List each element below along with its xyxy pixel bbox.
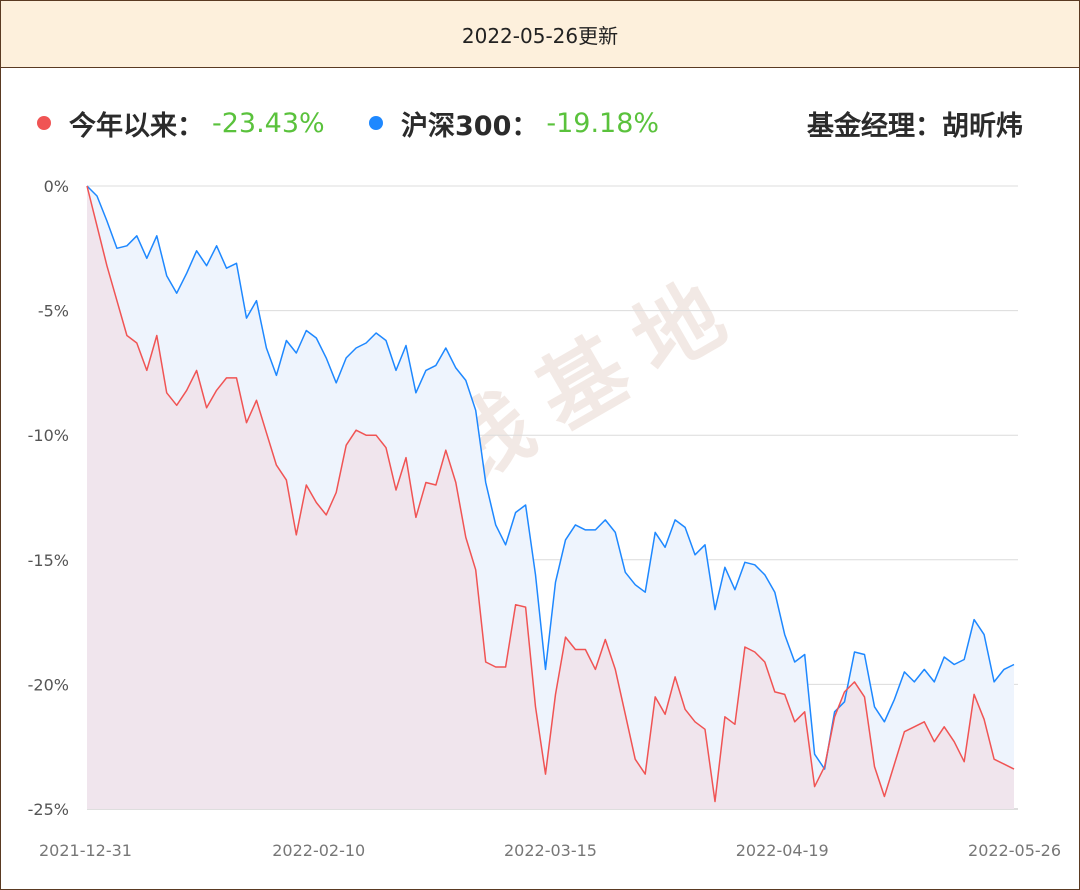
x-tick-label: 2021-12-31: [39, 841, 132, 860]
x-tick-label: 2022-03-15: [504, 841, 597, 860]
x-tick-label: 2022-04-19: [736, 841, 829, 860]
legend: 今年以来： -23.43% 沪深300： -19.18% 基金经理：胡昕炜: [1, 99, 1079, 147]
legend-item-fund: 今年以来： -23.43%: [37, 99, 325, 147]
legend-item-index: 沪深300： -19.18%: [369, 99, 659, 147]
x-tick-label: 2022-02-10: [272, 841, 365, 860]
x-tick-label: 2022-05-26: [968, 841, 1061, 860]
y-tick-label: -20%: [28, 675, 69, 694]
legend-index-label: 沪深300：: [401, 104, 538, 143]
y-axis-ticks: 0% -5% -10% -15% -20% -25%: [28, 177, 69, 819]
legend-fund-label: 今年以来：: [69, 104, 204, 143]
fund-manager: 基金经理：胡昕炜: [807, 99, 1023, 147]
y-tick-label: -15%: [28, 551, 69, 570]
legend-index-value: -19.18%: [546, 108, 659, 139]
x-axis-ticks: 2021-12-31 2022-02-10 2022-03-15 2022-04-19…: [39, 841, 1061, 860]
legend-fund-value: -23.43%: [212, 108, 325, 139]
y-tick-label: -5%: [38, 302, 69, 321]
fund-dot-icon: [37, 116, 51, 130]
y-tick-label: 0%: [44, 177, 69, 196]
index-dot-icon: [369, 116, 383, 130]
y-tick-label: -25%: [28, 800, 69, 819]
series-areas: [87, 186, 1014, 809]
y-tick-label: -10%: [28, 426, 69, 445]
